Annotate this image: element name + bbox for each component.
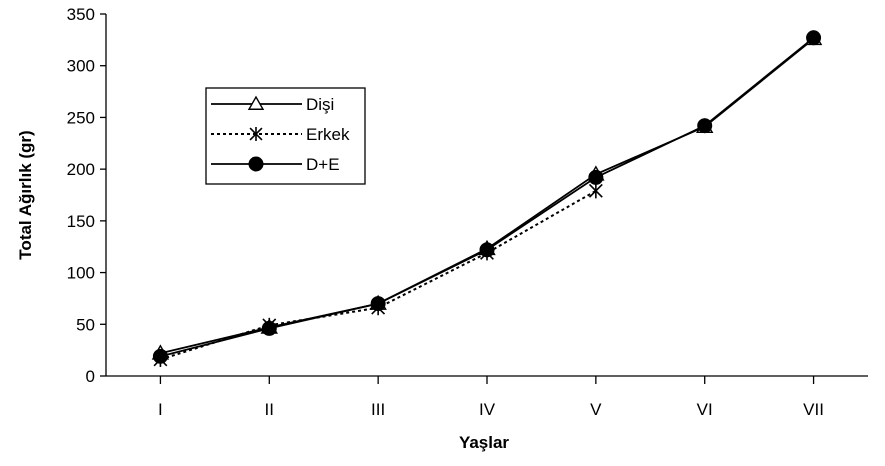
legend-item: Erkek [211,125,350,144]
x-tick-label: II [265,400,274,419]
legend-label: Erkek [306,125,350,144]
legend-marker [247,95,265,110]
data-point [697,118,713,134]
y-tick-label: 250 [67,108,95,127]
legend-marker [249,127,263,141]
y-tick-label: 0 [86,367,95,386]
series-line [160,38,815,355]
y-tick-label: 150 [67,212,95,231]
x-tick-label: VII [803,400,824,419]
x-tick-label: III [371,400,385,419]
data-point [588,169,604,185]
legend-marker [248,156,264,172]
x-tick-label: IV [479,400,496,419]
series-2 [152,30,822,364]
x-axis-title: Yaşlar [459,433,509,452]
data-point [261,320,277,336]
data-point [152,348,168,364]
x-tick-label: VI [697,400,713,419]
series-line [160,189,597,361]
y-tick-label: 50 [76,315,95,334]
legend-item: D+E [211,155,340,174]
legend-item: Dişi [211,95,334,114]
data-point [588,183,603,199]
x-tick-label: I [158,400,163,419]
data-point [806,30,822,46]
legend: Dişi Erkek D+E [205,87,366,185]
x-tick-label: V [590,400,602,419]
y-tick-label: 350 [67,5,95,24]
y-tick-label: 300 [67,57,95,76]
legend-label: D+E [306,155,340,174]
y-tick-label: 200 [67,160,95,179]
data-point [479,242,495,258]
series-layer [151,29,823,367]
y-axis-title: Total Ağırlık (gr) [16,130,35,259]
legend-label: Dişi [306,95,334,114]
data-point [370,296,386,312]
series-0 [151,29,823,360]
y-tick-label: 100 [67,264,95,283]
series-line [160,37,815,358]
